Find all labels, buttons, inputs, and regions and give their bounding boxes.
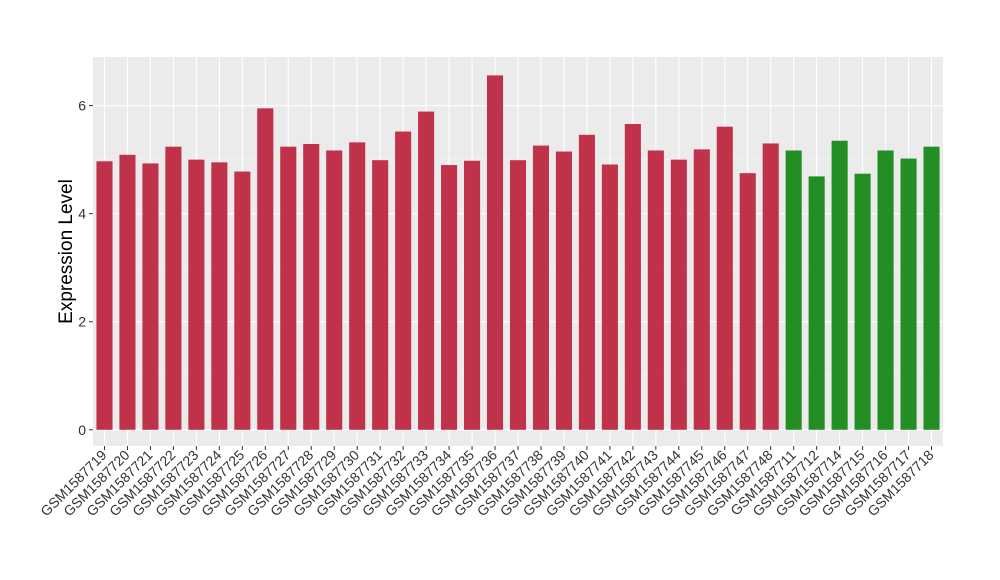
bar-GSM1587737 [509, 160, 527, 430]
y-axis-title: Expression Level [56, 179, 77, 324]
bar-GSM1587738 [532, 145, 550, 430]
bars [96, 75, 940, 430]
bar-GSM1587734 [441, 165, 458, 430]
bar-GSM1587729 [326, 150, 343, 430]
bar-GSM1587743 [647, 150, 664, 430]
x-axis: GSM1587719GSM1587720GSM1587721GSM1587722… [37, 446, 937, 519]
bar-GSM1587730 [349, 142, 366, 430]
bar-GSM1587721 [142, 163, 159, 430]
bar-GSM1587744 [670, 159, 687, 430]
bar-GSM1587745 [693, 149, 710, 430]
bar-GSM1587747 [739, 173, 756, 430]
bar-GSM1587715 [854, 173, 871, 430]
bar-GSM1587714 [831, 140, 848, 430]
bar-GSM1587719 [96, 161, 113, 430]
bar-GSM1587726 [257, 108, 274, 430]
y-tick-label: 6 [78, 98, 86, 114]
y-tick-label: 2 [78, 314, 86, 330]
bar-GSM1587731 [372, 160, 389, 430]
bar-GSM1587718 [923, 146, 940, 430]
bar-GSM1587735 [464, 160, 481, 430]
bar-GSM1587742 [624, 123, 641, 430]
bar-GSM1587736 [486, 75, 504, 430]
bar-GSM1587720 [119, 154, 136, 430]
bar-GSM1587732 [395, 131, 412, 430]
bar-GSM1587723 [188, 159, 205, 430]
bar-GSM1587741 [601, 164, 618, 430]
y-tick-label: 4 [78, 206, 86, 222]
y-axis: 0 2 4 6 [78, 98, 93, 438]
bar-GSM1587748 [762, 143, 779, 430]
bar-GSM1587725 [234, 171, 251, 430]
bar-GSM1587717 [900, 158, 917, 430]
bar-GSM1587746 [716, 126, 733, 430]
bar-GSM1587716 [877, 150, 894, 430]
bar-GSM1587724 [211, 162, 228, 430]
bar-GSM1587722 [165, 146, 182, 430]
bar-GSM1587739 [555, 151, 572, 430]
bar-GSM1587728 [303, 143, 320, 430]
bar-GSM1587733 [418, 111, 435, 430]
y-tick-label: 0 [78, 422, 86, 438]
bar-GSM1587712 [808, 176, 825, 430]
bar-GSM1587727 [280, 146, 297, 430]
bar-GSM1587711 [785, 150, 802, 430]
bar-GSM1587740 [578, 134, 595, 430]
